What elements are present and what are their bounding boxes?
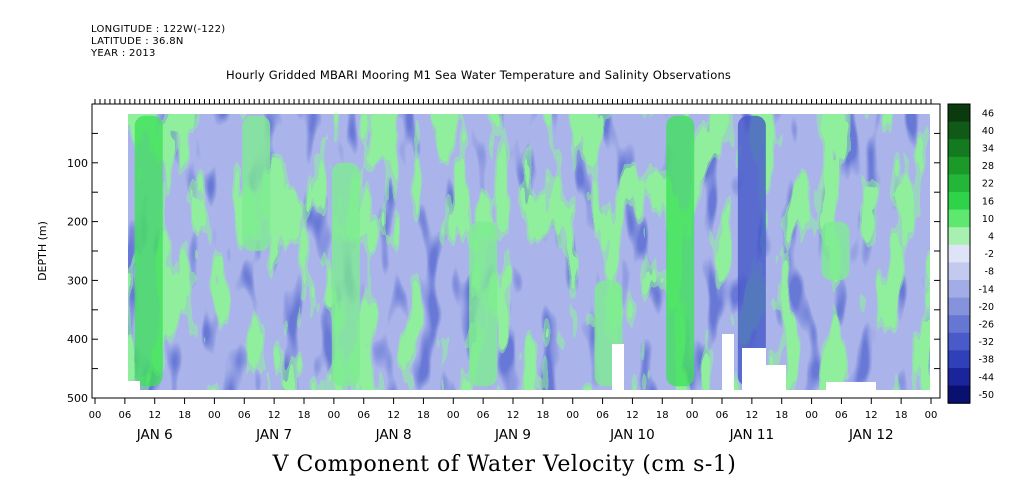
colorbar-swatch [948, 350, 970, 369]
x-tick-label: 18 [536, 410, 549, 421]
colorbar-swatch [948, 262, 970, 281]
colorbar-swatch [948, 192, 970, 211]
x-tick-label: 06 [357, 410, 370, 421]
colorbar-label: -32 [978, 337, 994, 348]
latitude-label: LATITUDE : 36.8N [91, 36, 184, 47]
colorbar-label: 16 [982, 196, 994, 207]
x-tick-label: 00 [327, 410, 340, 421]
field-feature [737, 115, 766, 387]
x-day-label: JAN 11 [729, 427, 775, 443]
colorbar-label: -20 [978, 302, 994, 313]
x-day-label: JAN 6 [136, 427, 173, 443]
x-tick-label: 12 [268, 410, 281, 421]
y-tick-label: 200 [67, 216, 88, 229]
y-tick-label: 400 [67, 333, 88, 346]
x-tick-label: 18 [417, 410, 430, 421]
colorbar-swatch [948, 227, 970, 246]
colorbar-swatch [948, 315, 970, 334]
x-day-label: JAN 12 [848, 427, 894, 443]
colorbar-label: -14 [978, 284, 994, 295]
field-feature [469, 221, 498, 387]
x-day-label: JAN 9 [494, 427, 531, 443]
year-label: YEAR : 2013 [91, 48, 156, 59]
colorbar-swatch [948, 332, 970, 351]
colorbar-swatch [948, 174, 970, 193]
colorbar-swatch [948, 209, 970, 228]
x-day-label: JAN 8 [375, 427, 412, 443]
field-feature [821, 221, 850, 281]
colorbar-label: -44 [978, 372, 994, 383]
colorbar-frame [947, 103, 971, 404]
x-tick-label: 06 [118, 410, 131, 421]
x-tick-label: 00 [447, 410, 460, 421]
x-tick-label: 06 [716, 410, 729, 421]
x-tick-label: 12 [387, 410, 400, 421]
colorbar-label: -50 [978, 390, 994, 401]
x-day-label: JAN 10 [609, 427, 655, 443]
x-tick-label: 00 [686, 410, 699, 421]
x-tick-label: 06 [477, 410, 490, 421]
colorbar-label: 4 [988, 232, 994, 243]
x-tick-label: 12 [865, 410, 878, 421]
velocity-field [128, 114, 930, 390]
x-tick-label: 12 [507, 410, 520, 421]
colorbar-swatch [948, 121, 970, 140]
field-feature [242, 115, 271, 251]
x-day-label: JAN 7 [255, 427, 292, 443]
no-data-patch [826, 382, 876, 390]
colorbar-swatch [948, 280, 970, 299]
field-feature [666, 115, 695, 387]
x-tick-label: 18 [178, 410, 191, 421]
x-tick-label: 06 [596, 410, 609, 421]
x-tick-label: 18 [298, 410, 311, 421]
field-feature [134, 115, 163, 387]
colorbar: 46 40 34 28 22 16 10 4 -2 -8 -14 -20 -26 -32 -38 -44 -50 [947, 103, 994, 404]
x-tick-label: 12 [745, 410, 758, 421]
colorbar-swatch [948, 297, 970, 316]
location-metadata: LONGITUDE : 122W(-122) LATITUDE : 36.8N … [91, 24, 226, 60]
colorbar-label: 40 [982, 126, 994, 137]
no-data-patch [766, 365, 786, 390]
x-tick-label: 06 [238, 410, 251, 421]
colorbar-swatch [948, 156, 970, 175]
x-tick-label: 18 [775, 410, 788, 421]
colorbar-label: -8 [985, 267, 994, 278]
y-tick-label: 500 [67, 392, 88, 405]
colorbar-swatch [948, 244, 970, 263]
x-tick-label: 18 [656, 410, 669, 421]
colorbar-swatch [948, 139, 970, 158]
chart-title: Hourly Gridded MBARI Mooring M1 Sea Wate… [226, 68, 732, 82]
x-tick-label: 12 [148, 410, 161, 421]
colorbar-label: 22 [982, 179, 994, 190]
colorbar-label: -26 [978, 320, 994, 331]
x-tick-label: 00 [89, 410, 102, 421]
no-data-patch [722, 334, 734, 390]
x-tick-label: 06 [835, 410, 848, 421]
no-data-patch [742, 348, 766, 390]
x-axis-title: V Component of Water Velocity (cm s-1) [272, 452, 737, 477]
no-data-patch [128, 381, 140, 390]
y-axis-title: DEPTH (m) [36, 221, 49, 281]
colorbar-swatch [948, 385, 970, 404]
no-data-patch [612, 344, 624, 390]
colorbar-label: 46 [982, 108, 994, 119]
colorbar-label: 28 [982, 161, 994, 172]
colorbar-label: -38 [978, 355, 994, 366]
y-tick-label: 100 [67, 157, 88, 170]
x-tick-label: 00 [566, 410, 579, 421]
field-feature [331, 162, 360, 387]
y-tick-label: 300 [67, 274, 88, 287]
colorbar-label: 34 [982, 144, 994, 155]
colorbar-label: -2 [985, 249, 994, 260]
x-tick-label: 00 [925, 410, 938, 421]
colorbar-label: 10 [982, 214, 994, 225]
x-tick-label: 12 [626, 410, 639, 421]
x-tick-label: 00 [208, 410, 221, 421]
x-tick-label: 00 [805, 410, 818, 421]
x-tick-label: 18 [895, 410, 908, 421]
longitude-label: LONGITUDE : 122W(-122) [91, 24, 226, 35]
colorbar-swatch [948, 104, 970, 123]
colorbar-swatch [948, 368, 970, 387]
